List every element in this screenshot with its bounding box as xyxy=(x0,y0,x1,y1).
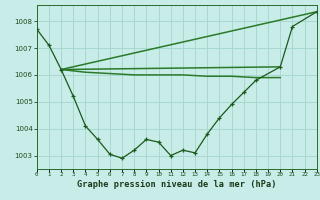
X-axis label: Graphe pression niveau de la mer (hPa): Graphe pression niveau de la mer (hPa) xyxy=(77,180,276,189)
